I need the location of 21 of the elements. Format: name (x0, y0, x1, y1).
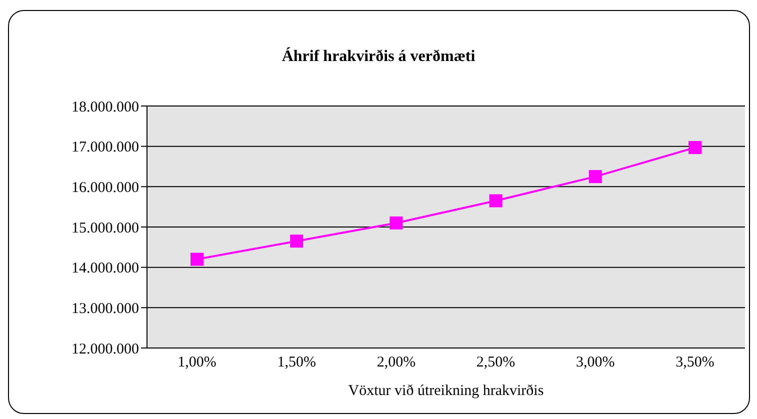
point (588, 170, 602, 184)
y-tick-label: 15.000.000 (72, 220, 139, 236)
point (688, 141, 702, 154)
x-tick-label: 3,50% (676, 354, 714, 371)
chart-title: Áhrif hrakvirðis á verðmæti (280, 48, 476, 66)
y-tick-label: 16.000.000 (72, 180, 139, 196)
x-axis-title: Vöxtur við útreikning hrakvirðis (348, 383, 544, 399)
point (390, 216, 403, 230)
point (489, 194, 502, 208)
point (290, 234, 304, 248)
point (190, 252, 204, 266)
y-tick-label: 13.000.000 (72, 300, 139, 317)
x-tick-label: 3,00% (576, 354, 615, 371)
y-tick-label: 17.000.000 (72, 140, 139, 156)
x-tick-label: 1,00% (178, 354, 216, 371)
x-tick-label: 1,50% (277, 354, 316, 371)
x-tick-label: 2,00% (376, 354, 416, 371)
y-tick-label: 18.000.000 (72, 99, 139, 116)
y-tick-label: 14.000.000 (72, 260, 139, 277)
x-tick-label: 2,50% (476, 354, 516, 371)
y-tick-label: 12.000.000 (72, 341, 139, 358)
